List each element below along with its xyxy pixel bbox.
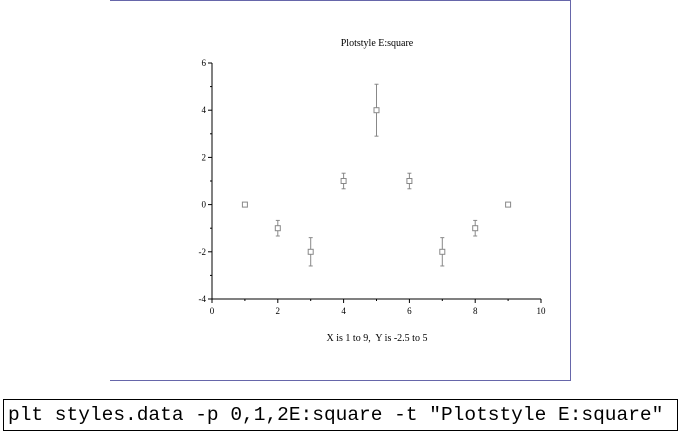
- x-axis-label: X is 1 to 9, Y is -2.5 to 5: [327, 333, 428, 344]
- chart-title: Plotstyle E:square: [341, 38, 414, 49]
- plot-frame: Plotstyle E:square -4 -2 0 2 4 6 0 2 4 6 8 10 X is …: [110, 0, 571, 381]
- data-point-square: [373, 107, 380, 114]
- axes: -4 -2 0 2 4 6 0 2 4 6 8 10: [199, 58, 547, 316]
- x-tick-label: 4: [341, 306, 346, 316]
- y-tick-label: 4: [202, 105, 207, 115]
- data-point-square: [472, 225, 479, 232]
- data-point-square: [274, 225, 281, 232]
- y-tick-label: -2: [199, 247, 207, 257]
- x-tick-label: 8: [473, 306, 478, 316]
- data-point-square: [505, 201, 512, 208]
- y-tick-label: 0: [202, 200, 207, 210]
- data-point-square: [406, 178, 413, 184]
- y-tick-label: 2: [202, 152, 207, 162]
- data-point-square: [340, 178, 347, 184]
- data-point-square: [439, 248, 446, 255]
- data-marks: [241, 83, 512, 267]
- command-line: plt styles.data -p 0,1,2E:square -t "Plo…: [3, 399, 678, 431]
- y-tick-label: 6: [202, 58, 207, 68]
- data-point-square: [241, 201, 248, 208]
- x-tick-label: 6: [407, 306, 412, 316]
- x-tick-label: 0: [210, 306, 215, 316]
- data-point-square: [307, 248, 314, 255]
- x-tick-label: 10: [537, 306, 547, 316]
- x-tick-label: 2: [276, 306, 281, 316]
- y-tick-label: -4: [199, 294, 207, 304]
